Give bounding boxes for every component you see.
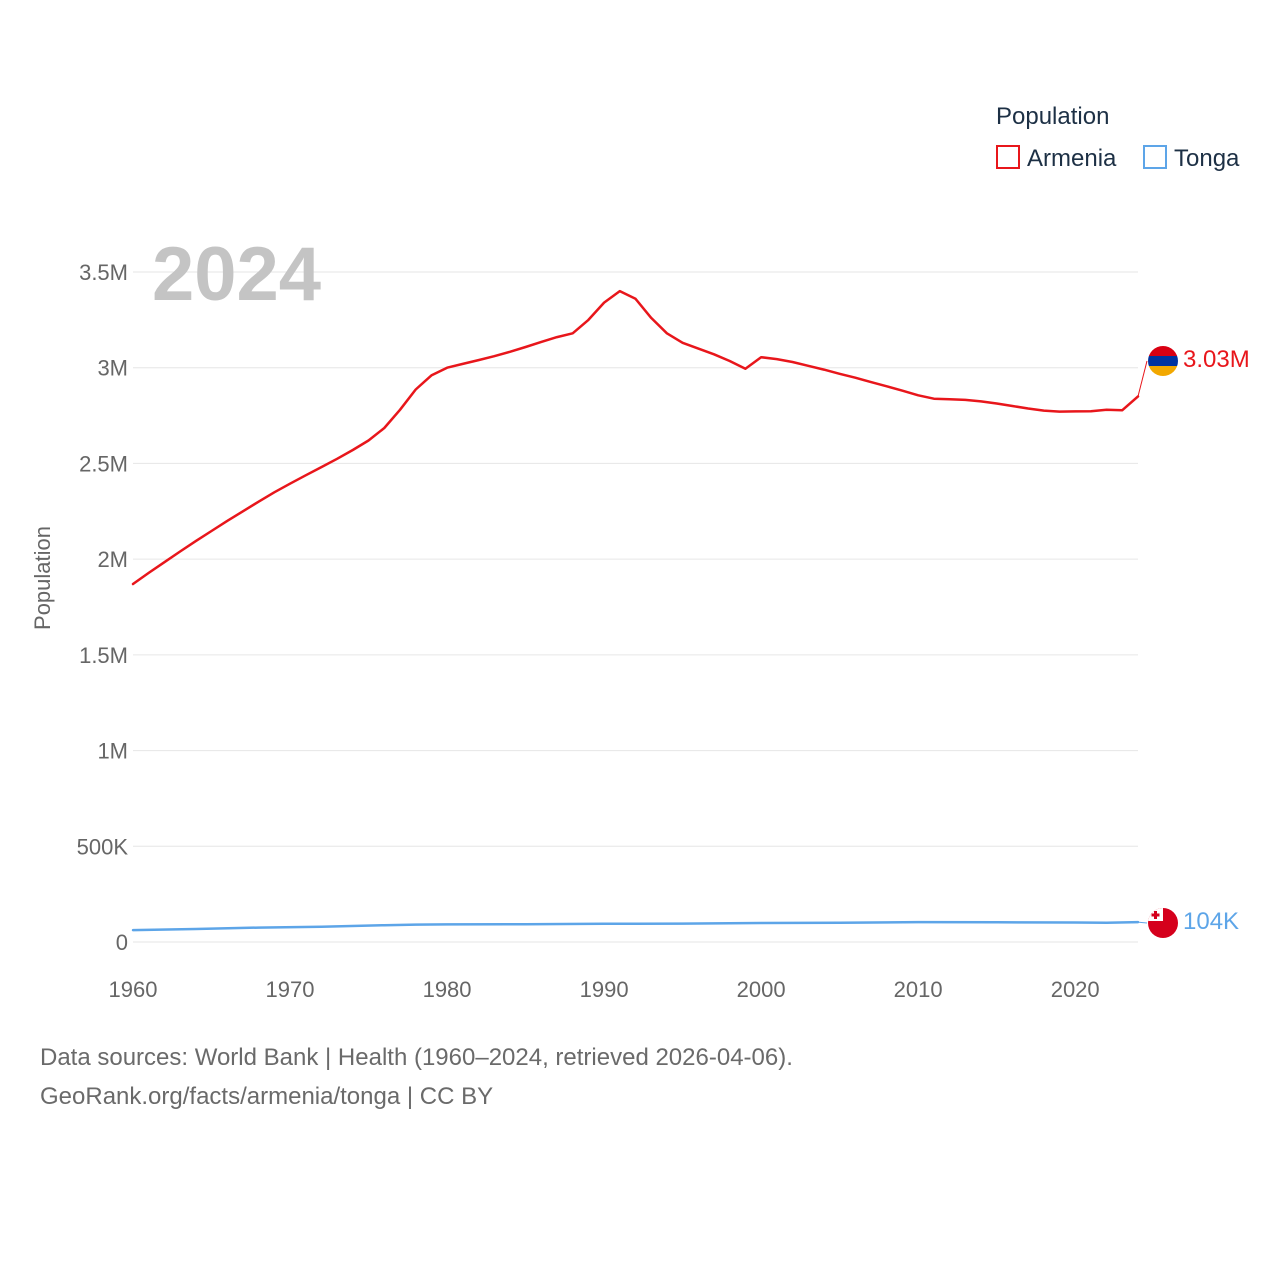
series-line-armenia[interactable] <box>131 289 1140 586</box>
end-label-tonga: 104K <box>1183 908 1239 935</box>
y-tick-label: 3.5M <box>79 260 128 285</box>
series-line-tonga[interactable] <box>131 920 1140 932</box>
legend-label-tonga: Tonga <box>1174 145 1240 172</box>
footer-source: Data sources: World Bank | Health (1960–… <box>40 1044 793 1071</box>
y-tick-label: 1.5M <box>79 643 128 668</box>
y-tick-label: 0 <box>116 930 128 955</box>
connector-line-tonga <box>1137 921 1148 924</box>
grid-lines <box>133 271 1138 943</box>
x-axis-ticks: 1960 1970 1980 1990 2000 2010 2020 <box>109 977 1100 1002</box>
series-lines <box>131 289 1148 932</box>
current-year-label: 2024 <box>152 232 321 317</box>
legend-swatch-armenia <box>996 145 1020 169</box>
legend-title: Population <box>996 103 1109 130</box>
legend: Population Armenia Tonga <box>996 103 1240 172</box>
tonga-flag-icon <box>1148 908 1178 938</box>
y-tick-label: 2.5M <box>79 451 128 476</box>
footer-attribution[interactable]: GeoRank.org/facts/armenia/tonga | CC BY <box>40 1083 494 1110</box>
y-tick-label: 2M <box>97 547 128 572</box>
connector-line-armenia <box>1137 360 1148 397</box>
x-tick-label: 2000 <box>737 977 786 1002</box>
x-tick-label: 2020 <box>1051 977 1100 1002</box>
y-tick-label: 1M <box>97 739 128 764</box>
armenia-flag-icon <box>1148 346 1178 376</box>
legend-label-armenia: Armenia <box>1027 145 1117 172</box>
legend-swatch-tonga <box>1143 145 1167 169</box>
x-tick-label: 2010 <box>894 977 943 1002</box>
x-tick-label: 1960 <box>109 977 158 1002</box>
end-label-armenia: 3.03M <box>1183 346 1250 373</box>
y-tick-label: 3M <box>97 356 128 381</box>
x-tick-label: 1970 <box>266 977 315 1002</box>
y-axis-title: Population <box>30 526 55 630</box>
x-tick-label: 1990 <box>580 977 629 1002</box>
y-axis-ticks: 0 500K 1M 1.5M 2M 2.5M 3M 3.5M <box>77 260 129 955</box>
y-tick-label: 500K <box>77 834 129 859</box>
legend-item-armenia[interactable]: Armenia <box>996 145 1117 172</box>
x-tick-label: 1980 <box>423 977 472 1002</box>
legend-item-tonga[interactable]: Tonga <box>1143 145 1240 172</box>
